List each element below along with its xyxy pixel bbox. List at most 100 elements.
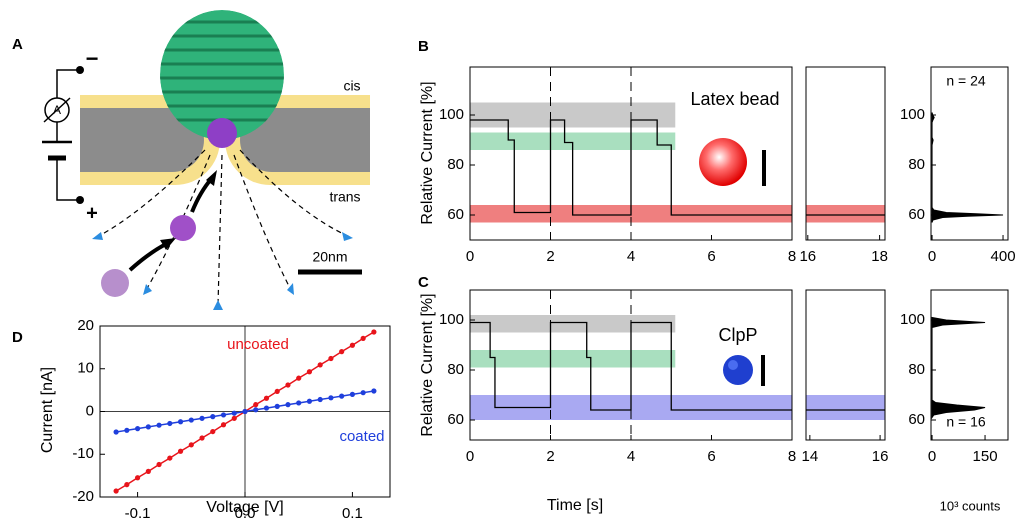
level-band (470, 350, 676, 368)
x-tick-label: 8 (788, 248, 796, 265)
panel-letter: A (12, 36, 23, 53)
histogram-area (931, 112, 1004, 223)
trans-label: trans (329, 189, 360, 205)
bead-icon (699, 138, 747, 186)
data-point (317, 362, 323, 368)
terminal (76, 66, 84, 74)
plot-frame (930, 289, 1009, 441)
x-tick-label: 0.1 (342, 505, 363, 519)
cis-label: cis (343, 78, 360, 94)
level-band (470, 132, 676, 150)
x-tick-label: 16 (872, 448, 889, 465)
data-point (349, 342, 356, 348)
x-tick-label: 0 (928, 448, 936, 465)
data-point (296, 400, 302, 406)
panel-letter: B (418, 38, 429, 55)
data-point (274, 388, 280, 395)
field-arrows (92, 232, 353, 310)
annotation: Latex bead (690, 89, 779, 109)
data-point (156, 422, 162, 428)
data-point (371, 388, 377, 394)
data-point (253, 407, 259, 413)
level-band (470, 102, 676, 128)
level-band (806, 395, 885, 420)
data-point (296, 375, 302, 381)
data-point (220, 422, 227, 428)
data-point (360, 335, 366, 341)
plot-frame (805, 66, 886, 241)
x-tick-label: 4 (627, 448, 635, 465)
data-point (113, 429, 119, 435)
panel-letter: C (418, 274, 429, 291)
y-tick-label: 80 (447, 156, 464, 173)
y-axis-label: Relative Current [%] (419, 293, 436, 436)
minus-sign: − (86, 46, 99, 71)
data-point (177, 448, 184, 454)
plot-frame (930, 66, 1009, 241)
data-point (113, 488, 119, 494)
y-tick-label: 80 (447, 361, 464, 378)
x-tick-label: -0.1 (125, 505, 151, 519)
data-point (167, 420, 173, 427)
y-tick-label: 80 (908, 361, 925, 378)
data-point (349, 391, 356, 397)
x-tick-label: 0 (466, 248, 474, 265)
x-tick-label: 0 (928, 248, 936, 265)
x-tick-label: 0 (466, 448, 474, 465)
x-axis-label: 10³ counts (940, 498, 1001, 513)
data-point (263, 405, 270, 411)
level-band (806, 205, 885, 223)
data-point (328, 395, 334, 401)
y-tick-label: 60 (447, 206, 464, 223)
y-tick-label: 0 (86, 402, 94, 419)
data-point (306, 398, 313, 404)
data-point (156, 461, 162, 468)
data-point (306, 369, 313, 375)
x-tick-label: 400 (991, 248, 1016, 265)
data-point (199, 435, 205, 441)
data-point (231, 410, 237, 416)
data-point (263, 395, 270, 401)
plus-sign: + (86, 202, 98, 224)
data-point (188, 417, 194, 423)
scale-label: 20nm (312, 249, 347, 265)
y-tick-label: 100 (900, 106, 925, 123)
particle (101, 269, 129, 297)
x-tick-label: 4 (627, 248, 635, 265)
data-point (188, 442, 194, 448)
data-point (145, 468, 151, 474)
membrane-core-right (240, 108, 370, 172)
data-point (134, 426, 141, 432)
arrowhead (206, 170, 217, 186)
plot-frame (805, 289, 886, 441)
particle (170, 215, 196, 241)
y-tick-label: 100 (439, 106, 464, 123)
data-point (339, 393, 345, 399)
y-tick-label: 20 (77, 317, 94, 334)
data-point (328, 355, 334, 362)
data-point (285, 402, 291, 408)
y-axis-label: Relative Current [%] (419, 81, 436, 224)
y-tick-label: -20 (72, 488, 94, 505)
data-point (134, 475, 141, 481)
y-tick-label: 60 (447, 411, 464, 428)
data-point (253, 402, 259, 408)
x-axis-label: Time [s] (547, 497, 603, 514)
series-label: coated (339, 428, 384, 445)
y-tick-label: 60 (908, 411, 925, 428)
data-point (274, 403, 280, 409)
annotation: n = 24 (946, 73, 986, 89)
membrane-core-left (80, 108, 204, 172)
histogram-area (931, 316, 986, 420)
data-point (167, 455, 173, 461)
panel-letter: D (12, 329, 23, 346)
data-point (210, 428, 216, 435)
data-point (371, 329, 377, 335)
terminal (76, 196, 84, 204)
x-tick-label: 18 (871, 248, 888, 265)
y-tick-label: -10 (72, 445, 94, 462)
data-point (210, 414, 216, 420)
x-tick-label: 6 (707, 248, 715, 265)
clpp-icon (723, 355, 753, 385)
x-axis-label: Voltage [V] (206, 499, 283, 516)
